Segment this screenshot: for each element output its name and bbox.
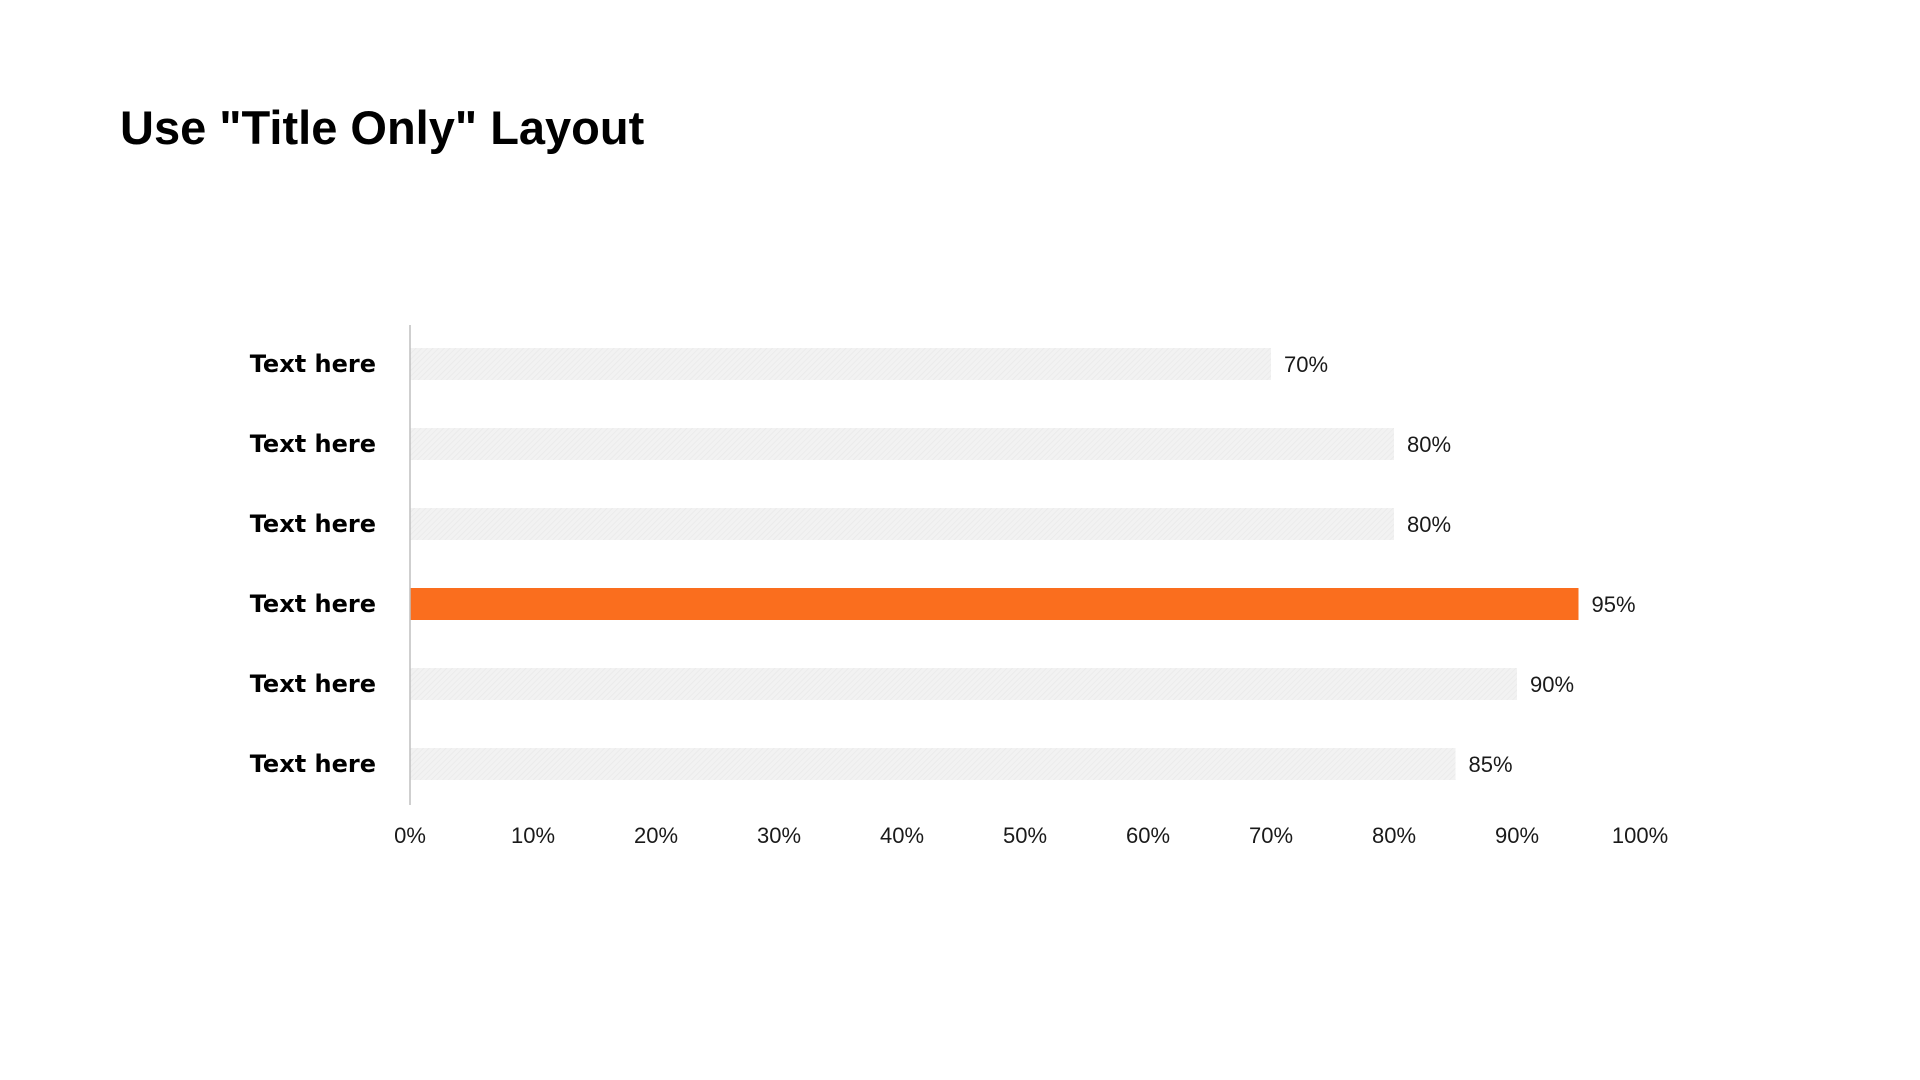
- category-labels-layer: Text here Text here Text here Text here Text…: [250, 350, 376, 778]
- x-tick-label: 40%: [880, 823, 924, 848]
- category-label: Text here: [250, 750, 376, 778]
- bar-value-label: 70%: [1284, 352, 1328, 377]
- bar: [410, 668, 1517, 700]
- x-axis-ticks-layer: 0% 10% 20% 30% 40% 50% 60% 70% 80% 90% 100%: [394, 823, 1668, 848]
- category-label: Text here: [250, 590, 376, 618]
- bar-highlighted: [410, 588, 1579, 620]
- category-label: Text here: [250, 670, 376, 698]
- bar: [410, 348, 1271, 380]
- category-label: Text here: [250, 350, 376, 378]
- x-tick-label: 20%: [634, 823, 678, 848]
- bar: [410, 428, 1394, 460]
- x-tick-label: 90%: [1495, 823, 1539, 848]
- x-tick-label: 50%: [1003, 823, 1047, 848]
- x-tick-label: 60%: [1126, 823, 1170, 848]
- x-tick-label: 80%: [1372, 823, 1416, 848]
- bar-value-label: 90%: [1530, 672, 1574, 697]
- category-label: Text here: [250, 510, 376, 538]
- x-tick-label: 100%: [1612, 823, 1668, 848]
- x-tick-label: 30%: [757, 823, 801, 848]
- bar-value-label: 95%: [1592, 592, 1636, 617]
- bar-value-label: 80%: [1407, 432, 1451, 457]
- x-tick-label: 0%: [394, 823, 426, 848]
- bar-value-label: 80%: [1407, 512, 1451, 537]
- x-tick-label: 70%: [1249, 823, 1293, 848]
- bar: [410, 748, 1456, 780]
- bars-layer: 70% 80% 80% 95% 90% 85%: [410, 348, 1636, 780]
- x-tick-label: 10%: [511, 823, 555, 848]
- bar: [410, 508, 1394, 540]
- category-label: Text here: [250, 430, 376, 458]
- slide-title: Use "Title Only" Layout: [120, 101, 645, 154]
- bar-value-label: 85%: [1469, 752, 1513, 777]
